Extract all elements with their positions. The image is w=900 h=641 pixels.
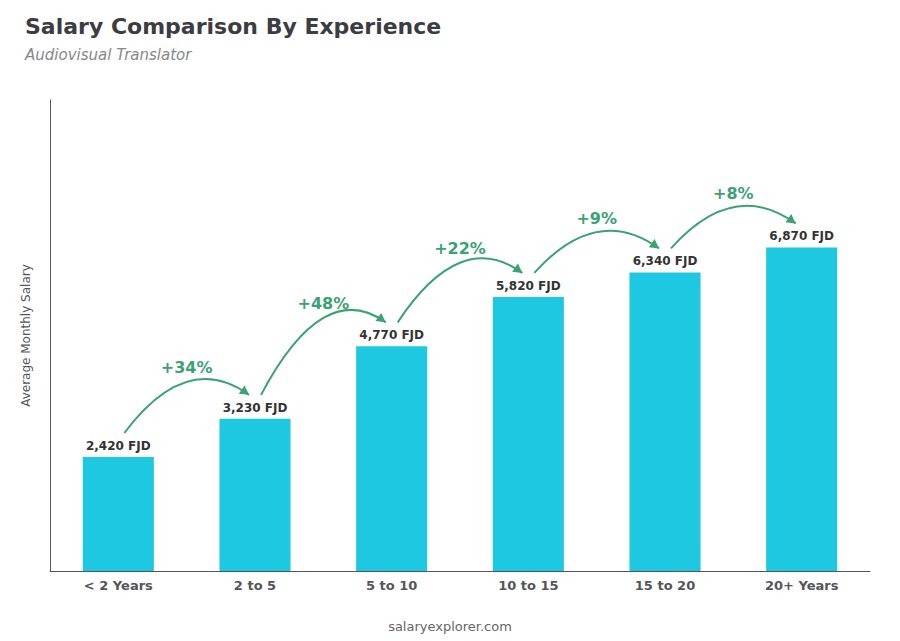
svg-text:Audiovisual Translator: Audiovisual Translator [24, 46, 192, 64]
svg-text:2 to 5: 2 to 5 [234, 578, 276, 593]
svg-text:15 to 20: 15 to 20 [635, 578, 695, 593]
svg-text:5,820 FJD: 5,820 FJD [496, 279, 561, 293]
svg-text:4,770 FJD: 4,770 FJD [359, 328, 424, 342]
svg-text:+22%: +22% [434, 239, 486, 258]
svg-text:3,230 FJD: 3,230 FJD [223, 401, 288, 415]
svg-text:+48%: +48% [297, 294, 349, 313]
svg-text:2,420 FJD: 2,420 FJD [86, 439, 151, 453]
svg-text:5 to 10: 5 to 10 [366, 578, 417, 593]
svg-text:10 to 15: 10 to 15 [498, 578, 558, 593]
svg-text:< 2 Years: < 2 Years [84, 578, 153, 593]
svg-text:Salary Comparison By Experienc: Salary Comparison By Experience [25, 14, 441, 39]
svg-text:+34%: +34% [161, 358, 213, 377]
svg-text:20+ Years: 20+ Years [765, 578, 839, 593]
svg-text:Average Monthly Salary: Average Monthly Salary [19, 264, 33, 407]
svg-text:+8%: +8% [713, 184, 754, 203]
svg-text:6,870 FJD: 6,870 FJD [769, 229, 834, 243]
svg-text:6,340 FJD: 6,340 FJD [633, 254, 698, 268]
svg-text:+9%: +9% [576, 209, 617, 228]
svg-text:salaryexplorer.com: salaryexplorer.com [388, 619, 512, 634]
